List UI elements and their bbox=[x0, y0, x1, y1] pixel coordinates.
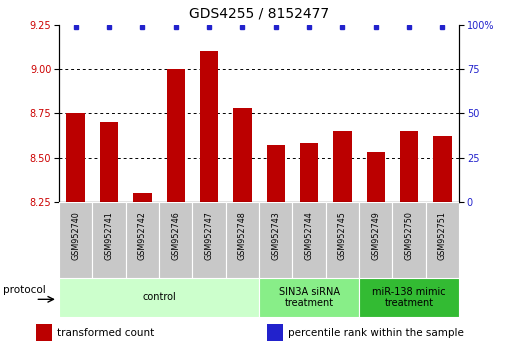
Text: transformed count: transformed count bbox=[57, 328, 155, 338]
Bar bbox=[359, 278, 459, 317]
Bar bbox=[359, 202, 392, 278]
Bar bbox=[126, 202, 159, 278]
Bar bbox=[267, 324, 283, 341]
Bar bbox=[259, 202, 292, 278]
Bar bbox=[426, 202, 459, 278]
Title: GDS4255 / 8152477: GDS4255 / 8152477 bbox=[189, 7, 329, 21]
Bar bbox=[100, 122, 118, 202]
Bar bbox=[59, 278, 259, 317]
Bar bbox=[226, 202, 259, 278]
Text: GSM952745: GSM952745 bbox=[338, 211, 347, 260]
Bar bbox=[67, 113, 85, 202]
Bar bbox=[192, 202, 226, 278]
Text: GSM952746: GSM952746 bbox=[171, 211, 180, 260]
Bar bbox=[333, 131, 351, 202]
Text: GSM952741: GSM952741 bbox=[105, 211, 113, 260]
Bar bbox=[259, 278, 359, 317]
Bar bbox=[200, 51, 218, 202]
Bar bbox=[59, 202, 92, 278]
Bar bbox=[326, 202, 359, 278]
Text: GSM952751: GSM952751 bbox=[438, 211, 447, 260]
Text: GSM952740: GSM952740 bbox=[71, 211, 80, 260]
Bar bbox=[433, 136, 451, 202]
Text: SIN3A siRNA
treatment: SIN3A siRNA treatment bbox=[279, 286, 340, 308]
Text: control: control bbox=[142, 292, 176, 302]
Bar bbox=[36, 324, 52, 341]
Bar bbox=[392, 202, 426, 278]
Text: GSM952750: GSM952750 bbox=[405, 211, 413, 260]
Bar bbox=[133, 193, 151, 202]
Bar bbox=[292, 202, 326, 278]
Text: GSM952742: GSM952742 bbox=[138, 211, 147, 260]
Text: GSM952747: GSM952747 bbox=[205, 211, 213, 260]
Bar bbox=[300, 143, 318, 202]
Bar bbox=[400, 131, 418, 202]
Bar bbox=[159, 202, 192, 278]
Bar bbox=[92, 202, 126, 278]
Text: percentile rank within the sample: percentile rank within the sample bbox=[288, 328, 464, 338]
Text: GSM952744: GSM952744 bbox=[305, 211, 313, 260]
Text: GSM952743: GSM952743 bbox=[271, 211, 280, 260]
Text: GSM952748: GSM952748 bbox=[238, 211, 247, 260]
Bar bbox=[167, 69, 185, 202]
Text: GSM952749: GSM952749 bbox=[371, 211, 380, 260]
Text: protocol: protocol bbox=[3, 285, 46, 295]
Text: miR-138 mimic
treatment: miR-138 mimic treatment bbox=[372, 286, 446, 308]
Bar bbox=[233, 108, 251, 202]
Bar bbox=[267, 145, 285, 202]
Bar bbox=[367, 152, 385, 202]
